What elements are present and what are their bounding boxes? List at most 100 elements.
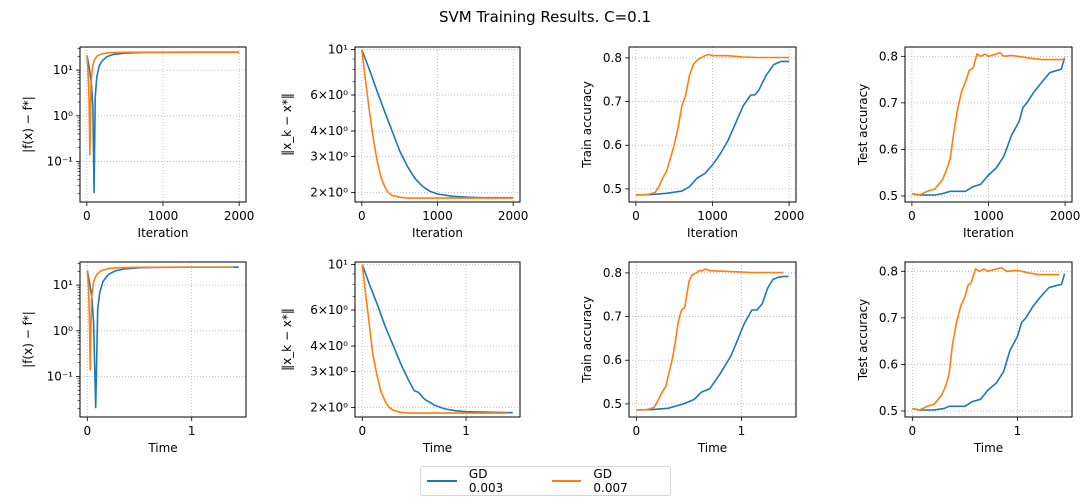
axes-frame <box>628 261 797 418</box>
y-tick-label: 0.5 <box>879 189 898 203</box>
y-tick-label: 0.5 <box>879 404 898 418</box>
x-tick-label: 0 <box>358 209 366 223</box>
series-line-gd-0.003 <box>86 266 239 409</box>
figure-title: SVM Training Results. C=0.1 <box>439 8 651 26</box>
series-line-gd-0.003 <box>636 275 789 411</box>
series-line-gd-0.003 <box>635 60 790 196</box>
x-tick-label: 0 <box>632 209 640 223</box>
subplot-test-acc-iter: 0 1000 2000 0.5 0.6 0.7 0.8 Iteration Test accur… <box>856 46 1081 240</box>
legend: GD 0.003 GD 0.007 <box>420 466 671 496</box>
y-tick-label: 0.6 <box>603 353 622 367</box>
y-axis-label: |f(x) − f*| <box>21 96 35 153</box>
x-tick-label: 2000 <box>224 209 255 223</box>
x-tick-label: 1 <box>738 424 746 438</box>
y-axis-label: ‖x_k − x*‖ <box>280 93 294 156</box>
x-tick-label: 1 <box>188 424 196 438</box>
series-line-gd-0.007 <box>635 53 790 196</box>
legend-label: GD 0.003 <box>468 467 504 495</box>
y-tick-label: 3×10⁰ <box>310 365 348 379</box>
series-line-gd-0.003 <box>361 264 513 414</box>
y-tick-label: 0.8 <box>603 51 622 65</box>
x-axis-label: Time <box>973 441 1003 455</box>
x-axis-label: Time <box>697 441 727 455</box>
y-tick-label: 0.6 <box>603 138 622 152</box>
x-axis-label: Iteration <box>963 226 1014 240</box>
subplot-func-gap-time: 0 1 10⁻¹ 10⁰ 10¹ Time |f(x) − f*| <box>21 261 247 455</box>
x-tick-label: 0 <box>909 424 917 438</box>
x-tick-label: 1 <box>462 424 470 438</box>
x-tick-label: 0 <box>908 209 916 223</box>
y-tick-label: 10⁰ <box>53 109 73 123</box>
x-tick-label: 1000 <box>973 209 1004 223</box>
x-axis-label: Iteration <box>687 226 738 240</box>
subplot-func-gap-iter: 0 1000 2000 10⁻¹ 10⁰ 10¹ Iteration |f(x) − f*| <box>21 46 255 240</box>
x-tick-label: 1000 <box>148 209 179 223</box>
x-tick-label: 0 <box>83 209 91 223</box>
y-tick-label: 4×10⁰ <box>310 339 348 353</box>
axes-frame <box>354 261 521 418</box>
y-tick-label: 0.8 <box>879 49 898 63</box>
x-tick-label: 0 <box>83 424 91 438</box>
y-tick-label: 10⁻¹ <box>47 155 74 169</box>
x-axis-label: Time <box>147 441 177 455</box>
y-axis-label: Test accuracy <box>856 299 870 382</box>
axes-frame <box>628 46 797 203</box>
y-tick-label: 0.5 <box>603 182 622 196</box>
legend-line-gd-0.003 <box>427 480 457 482</box>
x-tick-label: 2000 <box>498 209 529 223</box>
series-line-gd-0.007 <box>912 266 1060 411</box>
y-tick-label: 4×10⁰ <box>310 124 348 138</box>
y-tick-label: 0.7 <box>603 310 622 324</box>
y-tick-label: 0.7 <box>879 311 898 325</box>
y-tick-label: 10¹ <box>328 43 348 57</box>
series-line-gd-0.007 <box>636 268 784 411</box>
y-tick-label: 10¹ <box>53 63 73 77</box>
y-axis-label: Train accuracy <box>580 81 594 169</box>
y-axis-label: Test accuracy <box>856 84 870 167</box>
axes-frame <box>354 46 521 203</box>
subplot-train-acc-iter: 0 1000 2000 0.5 0.6 0.7 0.8 Iteration Train accu… <box>580 46 804 240</box>
subplot-dist-iter: 0 1000 2000 2×10⁰ 3×10⁰ 4×10⁰ 6×10⁰ 10¹ Iteratio… <box>280 43 528 240</box>
series-line-gd-0.007 <box>361 49 514 199</box>
legend-line-gd-0.007 <box>551 480 582 482</box>
y-tick-label: 2×10⁰ <box>310 186 348 200</box>
subplot-dist-time: 0 1 2×10⁰ 3×10⁰ 4×10⁰ 6×10⁰ 10¹ Time ‖x_k − x*‖ <box>280 258 521 455</box>
x-axis-label: Time <box>422 441 452 455</box>
y-tick-label: 0.5 <box>603 397 622 411</box>
series-line-gd-0.003 <box>911 57 1066 196</box>
y-tick-label: 6×10⁰ <box>310 303 348 317</box>
subplot-test-acc-time: 0 1 0.5 0.6 0.7 0.8 Time Test accuracy <box>856 261 1073 455</box>
series-line-gd-0.003 <box>361 49 514 199</box>
y-axis-label: |f(x) − f*| <box>21 311 35 368</box>
x-tick-label: 1000 <box>422 209 453 223</box>
y-tick-label: 10¹ <box>328 258 348 272</box>
y-tick-label: 0.8 <box>879 264 898 278</box>
series-line-gd-0.003 <box>912 273 1066 411</box>
y-tick-label: 10⁰ <box>53 324 73 338</box>
y-axis-label: Train accuracy <box>580 296 594 384</box>
y-tick-label: 0.7 <box>603 95 622 109</box>
subplot-train-acc-time: 0 1 0.5 0.6 0.7 0.8 Time Train accuracy <box>580 261 797 455</box>
y-tick-label: 6×10⁰ <box>310 88 348 102</box>
legend-label: GD 0.007 <box>593 467 628 495</box>
x-tick-label: 0 <box>633 424 641 438</box>
y-axis-label: ‖x_k − x*‖ <box>280 308 294 371</box>
legend-item-gd-0.003: GD 0.003 <box>427 467 526 495</box>
y-tick-label: 3×10⁰ <box>310 150 348 164</box>
axes-frame <box>79 261 247 418</box>
x-tick-label: 1 <box>1014 424 1022 438</box>
x-axis-label: Iteration <box>138 226 189 240</box>
y-tick-label: 0.8 <box>603 266 622 280</box>
x-tick-label: 0 <box>358 424 366 438</box>
x-axis-label: Iteration <box>412 226 463 240</box>
y-tick-label: 0.6 <box>879 142 898 156</box>
legend-item-gd-0.007: GD 0.007 <box>551 467 651 495</box>
series-line-gd-0.007 <box>86 266 234 371</box>
x-tick-label: 2000 <box>1050 209 1081 223</box>
y-tick-label: 10⁻¹ <box>47 370 74 384</box>
series-line-gd-0.007 <box>86 51 240 156</box>
y-tick-label: 2×10⁰ <box>310 401 348 415</box>
series-line-gd-0.007 <box>911 51 1066 196</box>
